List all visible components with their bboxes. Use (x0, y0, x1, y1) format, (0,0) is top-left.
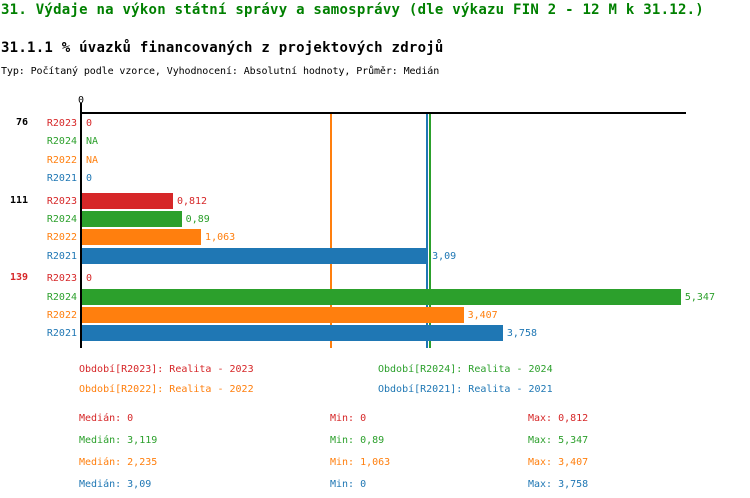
series-label-r2022: R2022 (46, 232, 77, 244)
bar-value-139-r2021: 3,758 (506, 328, 537, 340)
indicator-type-line: Typ: Počítaný podle vzorce, Vyhodnocení:… (1, 66, 440, 77)
bar-value-76-r2024: NA (86, 136, 99, 148)
bar-value-111-r2023: 0,812 (176, 195, 208, 207)
series-label-r2024: R2024 (46, 291, 77, 303)
median-line-r2024 (429, 114, 432, 348)
bar-value-111-r2024: 0,89 (185, 214, 210, 225)
bar-value-111-r2021: 3,09 (432, 250, 457, 262)
page-title: 31. Výdaje na výkon státní správy a samo… (1, 2, 704, 18)
stat-median-r2023: Medián: 0 (79, 413, 134, 424)
stat-min-r2023: Min: 0 (330, 413, 367, 424)
bar-value-139-r2023: 0 (86, 273, 93, 285)
stat-median-r2022: Medián: 2,235 (79, 457, 158, 468)
bar-111-r2023 (82, 192, 173, 209)
stat-max-r2022: Max: 3,407 (528, 457, 589, 468)
bar-139-r2021 (82, 325, 503, 342)
bar-111-r2021 (82, 247, 429, 264)
series-label-r2021: R2021 (46, 250, 77, 262)
value-axis-line (80, 112, 686, 114)
axis-tick-label-zero: 0 (77, 95, 85, 106)
series-label-r2021: R2021 (46, 328, 77, 340)
series-label-r2023: R2023 (46, 273, 77, 285)
stat-max-r2021: Max: 3,758 (528, 479, 589, 490)
series-label-r2022: R2022 (46, 154, 77, 166)
median-line-r2022 (330, 114, 333, 348)
group-label-76: 76 (15, 117, 28, 128)
series-label-r2023: R2023 (46, 118, 77, 129)
bar-value-76-r2021: 0 (86, 173, 93, 185)
stat-min-r2021: Min: 0 (330, 479, 367, 490)
stat-min-r2024: Min: 0,89 (330, 435, 385, 446)
median-line-r2021 (426, 114, 429, 348)
stat-min-r2022: Min: 1,063 (330, 457, 391, 468)
category-axis-line (80, 103, 82, 348)
bar-111-r2024 (82, 211, 182, 227)
stat-max-r2023: Max: 0,812 (528, 413, 589, 424)
stat-max-r2024: Max: 5,347 (528, 435, 589, 446)
bar-139-r2022 (82, 307, 464, 323)
legend-item-r2022: Období[R2022]: Realita - 2022 (79, 384, 254, 395)
group-label-111: 111 (9, 194, 28, 206)
bar-value-111-r2022: 1,063 (205, 232, 236, 244)
bar-111-r2022 (82, 229, 202, 246)
bar-value-76-r2022: NA (86, 154, 99, 166)
bar-value-76-r2023: 0 (86, 118, 93, 129)
legend-item-r2023: Období[R2023]: Realita - 2023 (79, 364, 254, 375)
stat-median-r2021: Medián: 3,09 (79, 479, 152, 490)
bar-139-r2024 (82, 288, 681, 305)
legend-item-r2021: Období[R2021]: Realita - 2021 (378, 384, 553, 395)
series-label-r2024: R2024 (46, 136, 77, 148)
legend-item-r2024: Období[R2024]: Realita - 2024 (378, 364, 553, 375)
series-label-r2023: R2023 (46, 195, 77, 207)
bar-value-139-r2022: 3,407 (467, 310, 498, 321)
group-label-139: 139 (9, 272, 28, 284)
bar-value-139-r2024: 5,347 (684, 291, 715, 303)
series-label-r2021: R2021 (46, 173, 77, 185)
indicator-title: 31.1.1 % úvazků financovaných z projekto… (1, 40, 444, 56)
stat-median-r2024: Medián: 3,119 (79, 435, 158, 446)
series-label-r2022: R2022 (46, 310, 77, 321)
series-label-r2024: R2024 (46, 214, 77, 225)
